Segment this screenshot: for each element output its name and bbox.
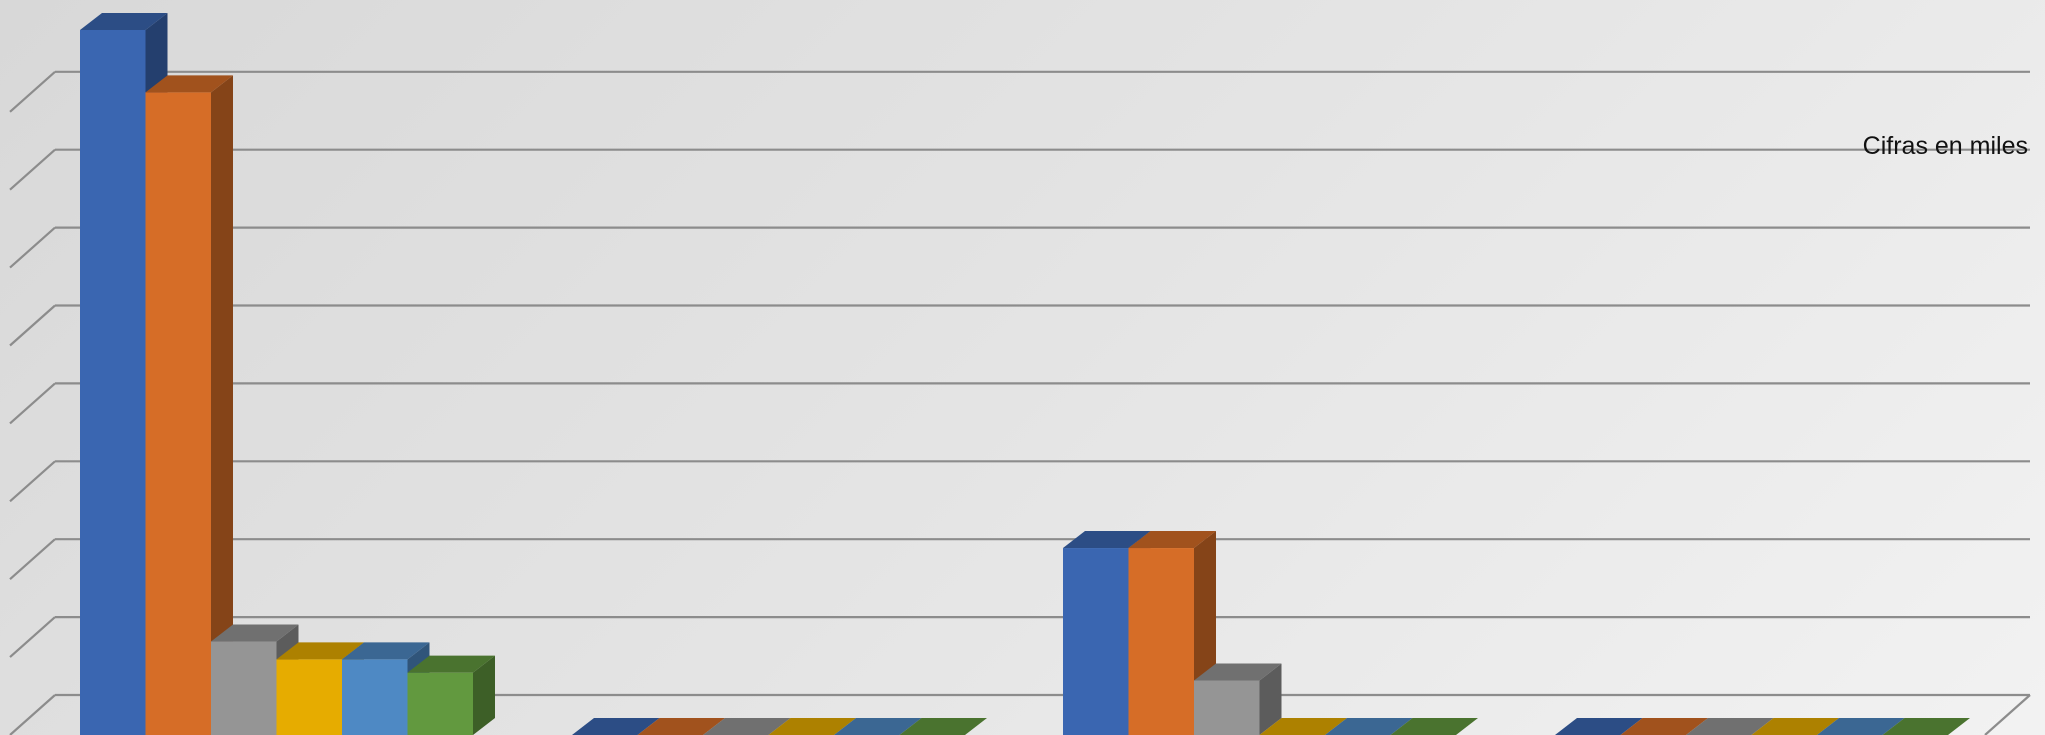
bar-front bbox=[1063, 548, 1129, 735]
gridline bbox=[9, 226, 56, 269]
bar-side bbox=[473, 655, 495, 735]
bar-front bbox=[211, 641, 277, 735]
gridline bbox=[9, 616, 56, 658]
gridline bbox=[9, 538, 56, 581]
bar-side bbox=[211, 75, 233, 735]
gridline bbox=[9, 382, 56, 425]
bar-top bbox=[80, 13, 168, 31]
bar-top bbox=[407, 655, 495, 673]
bar-top bbox=[211, 624, 299, 642]
bar-front bbox=[145, 92, 211, 735]
bar-top bbox=[145, 75, 233, 93]
gridline bbox=[9, 304, 56, 347]
bar-top bbox=[1751, 718, 1839, 735]
bar-top bbox=[342, 642, 430, 660]
bar-front bbox=[1128, 548, 1194, 735]
bar-top bbox=[1882, 718, 1970, 735]
bar-top bbox=[1128, 531, 1216, 549]
bar-top bbox=[1555, 718, 1643, 735]
bar-front bbox=[80, 30, 146, 735]
floor-edge bbox=[1984, 694, 2031, 735]
bar-top bbox=[1686, 718, 1774, 735]
bar-top bbox=[1063, 531, 1151, 549]
gridline bbox=[9, 460, 56, 503]
bar-top bbox=[899, 718, 987, 735]
bar-top bbox=[1259, 718, 1347, 735]
bar-top bbox=[1817, 718, 1905, 735]
bar-top bbox=[1194, 663, 1282, 681]
gridline bbox=[9, 694, 56, 735]
bar-top bbox=[572, 718, 660, 735]
bar-top bbox=[1325, 718, 1413, 735]
gridline bbox=[9, 148, 56, 191]
gridline bbox=[9, 70, 56, 113]
bar-top bbox=[276, 642, 364, 660]
bar-front bbox=[342, 659, 408, 735]
bar-top bbox=[834, 718, 922, 735]
bar-top bbox=[637, 718, 725, 735]
bar-front bbox=[276, 659, 342, 735]
bar-front bbox=[407, 672, 473, 735]
bar-top bbox=[1390, 718, 1478, 735]
bar-front bbox=[1194, 680, 1260, 735]
units-note: Cifras en miles bbox=[1862, 132, 2028, 160]
bar-top bbox=[703, 718, 791, 735]
bar-side bbox=[1259, 663, 1282, 735]
bar-top bbox=[768, 718, 856, 735]
bar-top bbox=[1620, 718, 1708, 735]
